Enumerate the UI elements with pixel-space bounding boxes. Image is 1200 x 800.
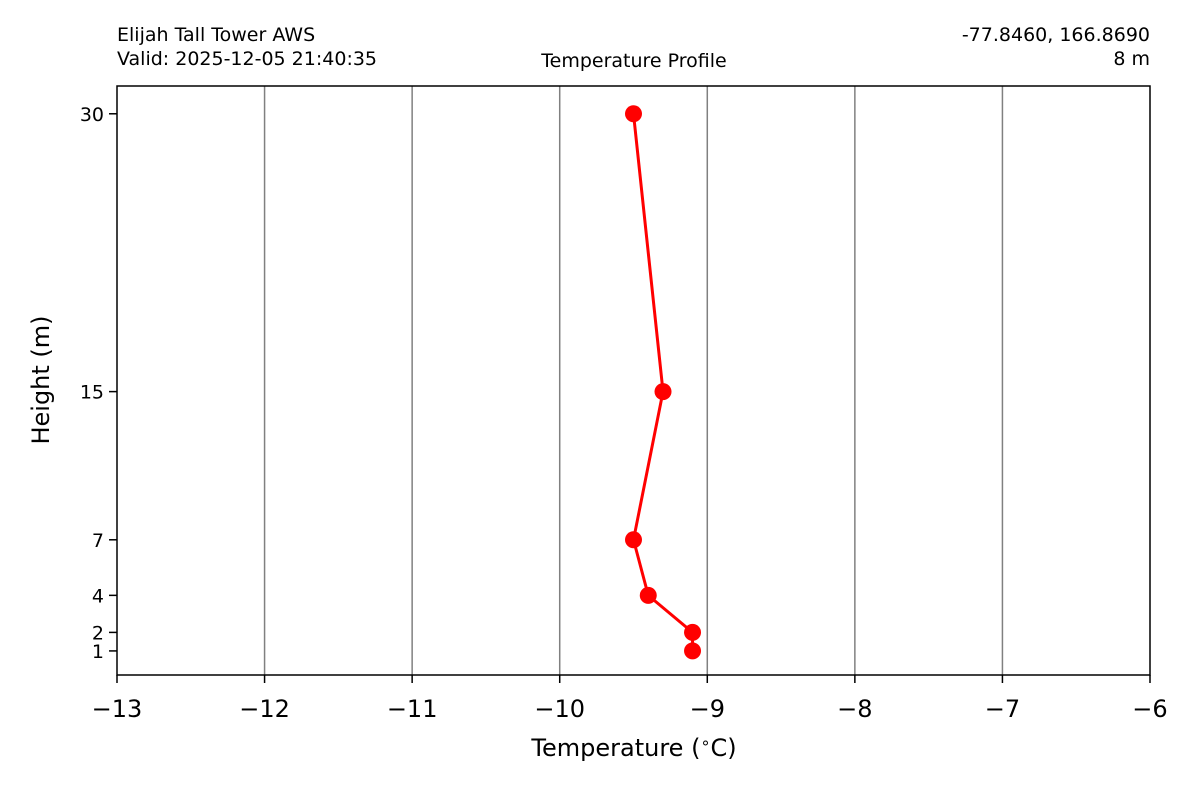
header-left: Elijah Tall Tower AWS Valid: 2025-12-05 …	[117, 23, 377, 71]
x-tick-label: −8	[837, 695, 872, 723]
station-elevation: 8 m	[1113, 48, 1150, 70]
temperature-data-point	[684, 642, 702, 660]
y-tick-label: 4	[92, 585, 104, 607]
y-tick-label: 15	[80, 382, 104, 404]
x-tick-label: −10	[534, 695, 585, 723]
y-axis-label: Height (m)	[27, 315, 55, 444]
temperature-data-point	[625, 105, 642, 123]
x-tick-label: −13	[92, 695, 143, 723]
x-tick-label: −12	[239, 695, 290, 723]
x-axis-label: Temperature (∘C)	[530, 733, 736, 762]
station-name: Elijah Tall Tower AWS	[117, 24, 316, 46]
temperature-data-point	[639, 586, 657, 604]
x-tick-label: −7	[985, 695, 1020, 723]
station-coordinates: -77.8460, 166.8690	[961, 24, 1150, 46]
y-tick-label: 30	[80, 104, 104, 126]
x-tick-label: −9	[690, 695, 725, 723]
y-tick-label: 1	[92, 641, 104, 663]
temperature-data-point	[625, 531, 642, 549]
y-tick-label: 7	[92, 530, 104, 552]
x-tick-label: −6	[1132, 695, 1167, 723]
temperature-data-point	[684, 623, 702, 641]
plot-frame	[116, 85, 1151, 676]
grid-layer	[263, 86, 1004, 675]
axis-layer: −13 −12 −11 −10 −9 −8 −7 −6 12 4 7 15 30	[80, 104, 1168, 723]
chart-title: Temperature Profile	[541, 50, 727, 72]
series-layer	[625, 105, 702, 660]
y-tick-label: 2	[92, 622, 104, 644]
temperature-data-point	[654, 383, 672, 401]
temperature-series-line	[632, 113, 695, 651]
valid-time: Valid: 2025-12-05 21:40:35	[117, 48, 378, 70]
header-right: -77.8460, 166.8690 8 m	[962, 23, 1150, 71]
x-tick-label: −11	[387, 695, 438, 723]
